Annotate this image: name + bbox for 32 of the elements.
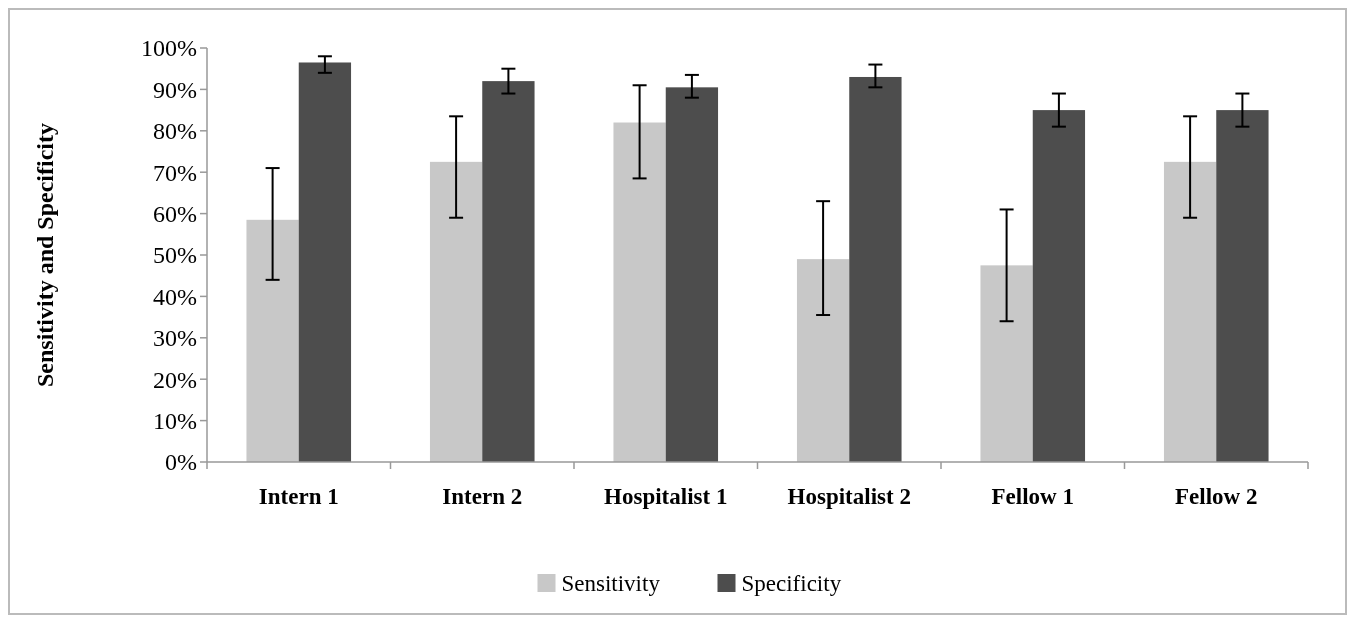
bar — [1163, 161, 1217, 462]
y-tick-label: 50% — [153, 242, 197, 269]
y-tick-label: 20% — [153, 366, 197, 393]
y-tick-label: 0% — [165, 449, 197, 476]
y-tick-label: 90% — [153, 76, 197, 103]
y-tick-label: 10% — [153, 408, 197, 434]
x-tick-label: Fellow 2 — [1175, 484, 1258, 509]
y-tick-label: 80% — [153, 118, 197, 145]
bar — [1032, 110, 1086, 462]
x-tick-label: Intern 1 — [258, 484, 339, 509]
y-tick-label: 30% — [153, 325, 197, 352]
bar — [796, 259, 850, 462]
bar — [665, 87, 719, 462]
bar — [246, 219, 299, 462]
y-axis-title: Sensitivity and Specificity — [32, 122, 58, 388]
bar — [1216, 110, 1269, 462]
x-tick-label: Fellow 1 — [991, 484, 1074, 509]
bar — [482, 81, 535, 462]
x-tick-label: Intern 2 — [442, 484, 523, 509]
y-tick-label: 100% — [141, 35, 197, 62]
legend-label: Specificity — [741, 571, 842, 597]
bar — [429, 161, 483, 462]
y-tick-label: 40% — [153, 283, 197, 310]
legend-label: Sensitivity — [561, 571, 661, 597]
x-tick-label: Hospitalist 2 — [787, 484, 911, 509]
bar — [849, 76, 902, 462]
bar — [613, 122, 666, 462]
y-tick-label: 60% — [153, 201, 197, 227]
bar — [980, 265, 1033, 462]
bar — [298, 62, 352, 462]
y-tick-label: 70% — [153, 159, 197, 186]
x-tick-label: Hospitalist 1 — [604, 484, 728, 509]
